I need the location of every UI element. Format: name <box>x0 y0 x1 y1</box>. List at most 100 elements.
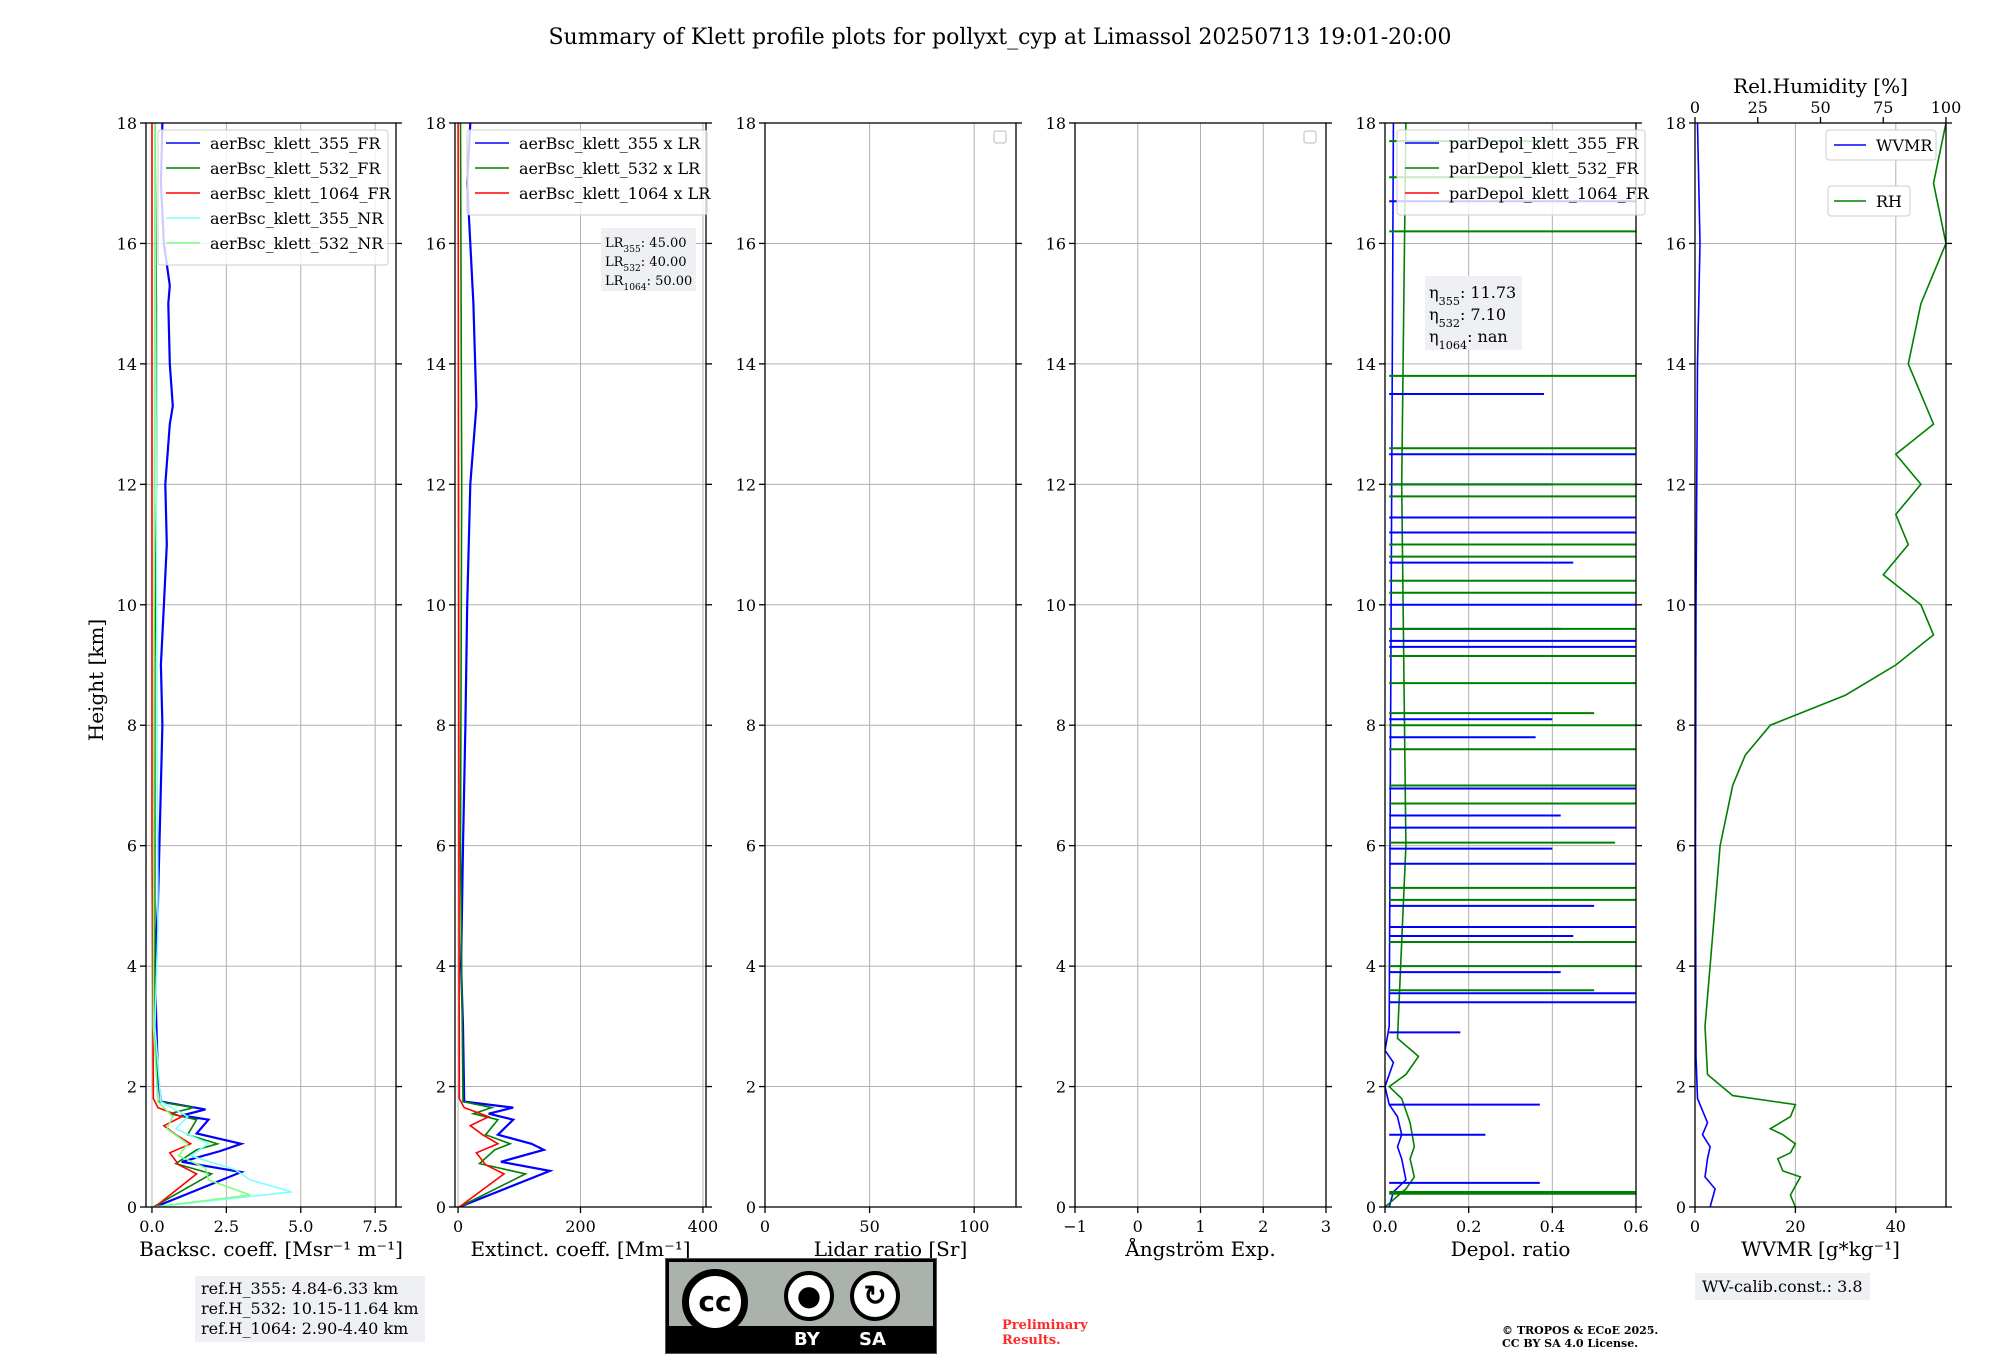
x-tick-label: 1 <box>1195 1217 1205 1236</box>
y-tick-label: 0 <box>1676 1198 1686 1217</box>
y-tick-label: 2 <box>746 1078 756 1097</box>
x-tick-label: 0.0 <box>139 1217 164 1236</box>
y-tick-label: 18 <box>1666 114 1686 133</box>
lr-note-line: LR1064: 50.00 <box>605 274 692 293</box>
x-axis-label-wv: WVMR [g*kg⁻¹] <box>1741 1237 1900 1261</box>
copyright-note: © TROPOS & ECoE 2025. CC BY SA 4.0 Licen… <box>1502 1324 1658 1350</box>
legend-label: aerBsc_klett_355 x LR <box>519 134 701 153</box>
legend-label-wvmr: WVMR <box>1876 136 1933 155</box>
legend-label: parDepol_klett_355_FR <box>1449 134 1640 153</box>
x-tick-label: 50 <box>859 1217 879 1236</box>
sa-share-icon: ↻ <box>850 1271 900 1321</box>
series-aerBsc_klett_1064 x LR <box>457 123 506 1207</box>
wv-calib-const: WV-calib.const.: 3.8 <box>1702 1277 1863 1296</box>
y-tick-label: 4 <box>1366 957 1376 976</box>
top-x-tick-label: 25 <box>1748 98 1768 117</box>
x-axis-label-dep: Depol. ratio <box>1451 1237 1571 1261</box>
lr-note-line: LR532: 40.00 <box>605 255 687 274</box>
y-tick-label: 12 <box>1046 475 1066 494</box>
panel-frame <box>1384 122 1637 1208</box>
y-tick-label: 6 <box>1056 837 1066 856</box>
y-tick-label: 2 <box>1366 1078 1376 1097</box>
ref-height-1064: ref.H_1064: 2.90-4.40 km <box>201 1319 409 1338</box>
series-aerBsc_klett_532_NR <box>152 123 251 1207</box>
y-tick-label: 16 <box>426 234 446 253</box>
y-tick-label: 6 <box>436 837 446 856</box>
y-tick-label: 8 <box>436 716 446 735</box>
y-tick-label: 6 <box>1366 837 1376 856</box>
legend-box <box>1396 129 1646 216</box>
series-parDepol_klett_355_FR <box>1385 123 1407 1207</box>
by-person-icon: ● <box>784 1271 834 1321</box>
y-tick-label: 16 <box>1046 234 1066 253</box>
x-axis-label-ae: Ångström Exp. <box>1124 1236 1275 1261</box>
y-tick-label: 2 <box>1056 1078 1066 1097</box>
legend-label: aerBsc_klett_532_FR <box>210 159 381 178</box>
y-tick-label: 0 <box>127 1198 137 1217</box>
y-tick-label: 4 <box>127 957 137 976</box>
x-tick-label: 20 <box>1785 1217 1805 1236</box>
y-tick-label: 10 <box>1356 596 1376 615</box>
series-aerBsc_klett_1064_FR <box>151 123 199 1207</box>
ref-height-532: ref.H_532: 10.15-11.64 km <box>201 1299 419 1318</box>
x-tick-label: 0.4 <box>1540 1217 1565 1236</box>
y-tick-label: 8 <box>127 716 137 735</box>
top-x-axis-label: Rel.Humidity [%] <box>1733 74 1908 98</box>
y-tick-label: 12 <box>1666 475 1686 494</box>
top-x-tick-label: 50 <box>1810 98 1830 117</box>
series-WVMR <box>1695 123 1716 1207</box>
x-tick-label: 0.6 <box>1623 1217 1648 1236</box>
y-tick-label: 18 <box>1046 114 1066 133</box>
preliminary-line-1: Preliminary <box>1002 1318 1088 1333</box>
top-x-tick-label: 100 <box>1931 98 1962 117</box>
y-tick-label: 14 <box>1046 355 1066 374</box>
x-tick-label: 5.0 <box>288 1217 313 1236</box>
x-tick-label: 0.0 <box>1372 1217 1397 1236</box>
y-tick-label: 16 <box>1356 234 1376 253</box>
x-tick-label: 400 <box>688 1217 719 1236</box>
y-tick-label: 10 <box>117 596 137 615</box>
preliminary-note: Preliminary Results. <box>1002 1318 1088 1348</box>
y-tick-label: 12 <box>736 475 756 494</box>
cc-icon: cc <box>682 1269 748 1335</box>
legend-box-rh <box>1827 185 1911 217</box>
y-tick-label: 18 <box>426 114 446 133</box>
y-tick-label: 0 <box>746 1198 756 1217</box>
eta-note-line: η355: 11.73 <box>1429 283 1516 308</box>
y-tick-label: 16 <box>736 234 756 253</box>
legend-label: aerBsc_klett_1064_FR <box>210 184 392 203</box>
y-tick-label: 0 <box>1056 1198 1066 1217</box>
copyright-line-2: CC BY SA 4.0 License. <box>1502 1337 1639 1350</box>
y-tick-label: 10 <box>736 596 756 615</box>
legend-label: parDepol_klett_532_FR <box>1449 159 1640 178</box>
copyright-line-1: © TROPOS & ECoE 2025. <box>1502 1324 1659 1337</box>
x-tick-label: 200 <box>565 1217 596 1236</box>
y-tick-label: 18 <box>117 114 137 133</box>
y-axis-label: Height [km] <box>84 619 108 741</box>
series-aerBsc_klett_355 x LR <box>458 123 554 1207</box>
eta-note-box <box>1425 276 1522 350</box>
lr-note-box <box>601 228 696 291</box>
legend-label: aerBsc_klett_532 x LR <box>519 159 701 178</box>
sa-label: SA <box>859 1329 886 1350</box>
series-parDepol_klett_532_FR <box>1385 123 1420 1207</box>
legend-label: aerBsc_klett_532_NR <box>210 234 384 253</box>
preliminary-line-2: Results. <box>1002 1333 1061 1348</box>
x-tick-label: 3 <box>1321 1217 1331 1236</box>
y-tick-label: 8 <box>746 716 756 735</box>
y-tick-label: 16 <box>1666 234 1686 253</box>
x-tick-label: 0 <box>760 1217 770 1236</box>
panel-frame <box>764 122 1017 1208</box>
figure-title: Summary of Klett profile plots for polly… <box>548 25 1451 50</box>
y-tick-label: 0 <box>1366 1198 1376 1217</box>
series-aerBsc_klett_355_NR <box>153 123 293 1207</box>
y-tick-label: 6 <box>1676 837 1686 856</box>
legend-box-wvmr <box>1825 129 1937 161</box>
y-tick-label: 14 <box>736 355 756 374</box>
x-tick-label: 0 <box>1133 1217 1143 1236</box>
